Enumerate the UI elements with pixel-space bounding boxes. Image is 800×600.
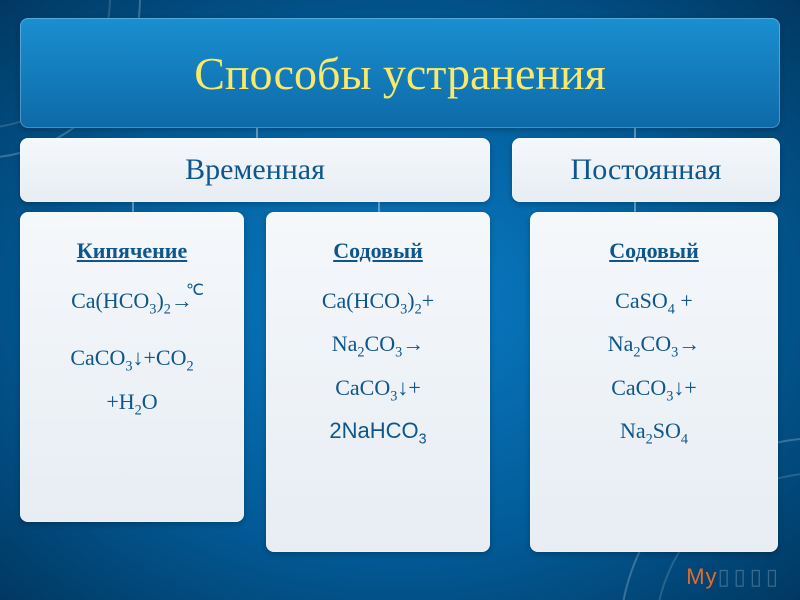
connector: [132, 202, 134, 214]
eq-line: 2NaHCO3: [329, 410, 426, 454]
eq-line: Ca(HCO3)2+: [322, 280, 434, 324]
method-title: Содовый: [333, 230, 423, 272]
connector: [256, 128, 258, 138]
title-text: Способы устранения: [194, 47, 606, 100]
methods-row: Кипячение ℃ Ca(HCO3)2→ CaCO3↓+CO2+H2O Со…: [20, 212, 780, 552]
method-soda-temporary: Содовый Ca(HCO3)2+ Na2CO3→ CaCO3↓+ 2NaHC…: [266, 212, 490, 552]
eq-line: Na2CO3→: [608, 323, 701, 367]
connector: [634, 128, 636, 138]
method-title: Содовый: [609, 230, 699, 272]
watermark: My▯▯▯▯: [686, 564, 782, 590]
method-title: Кипячение: [77, 230, 188, 272]
branch-permanent-label: Постоянная: [571, 153, 722, 187]
branch-temporary: Временная: [20, 138, 490, 202]
eq-line: CaCO3↓+CO2+H2O: [70, 337, 193, 424]
method-boiling: Кипячение ℃ Ca(HCO3)2→ CaCO3↓+CO2+H2O: [20, 212, 244, 522]
connector: [634, 202, 636, 214]
watermark-prefix: My: [686, 564, 717, 589]
diagram-root: Способы устранения Временная Постоянная …: [20, 18, 780, 552]
eq-line: Na2CO3→: [332, 323, 425, 367]
condition-symbol: ℃: [186, 276, 204, 306]
eq-line: Na2SO4: [620, 410, 688, 454]
branch-temporary-label: Временная: [185, 153, 325, 187]
method-soda-permanent: Содовый CaSO4 + Na2CO3→ CaCO3↓+ Na2SO4: [530, 212, 778, 552]
eq-line: CaSO4 +: [615, 280, 693, 324]
branch-row: Временная Постоянная: [20, 138, 780, 202]
title-card: Способы устранения: [20, 18, 780, 128]
eq-line: CaCO3↓+: [335, 367, 421, 411]
branch-permanent: Постоянная: [512, 138, 780, 202]
connector: [378, 202, 380, 214]
eq-line: ℃ Ca(HCO3)2→: [34, 280, 230, 324]
eq-line: CaCO3↓+: [611, 367, 697, 411]
